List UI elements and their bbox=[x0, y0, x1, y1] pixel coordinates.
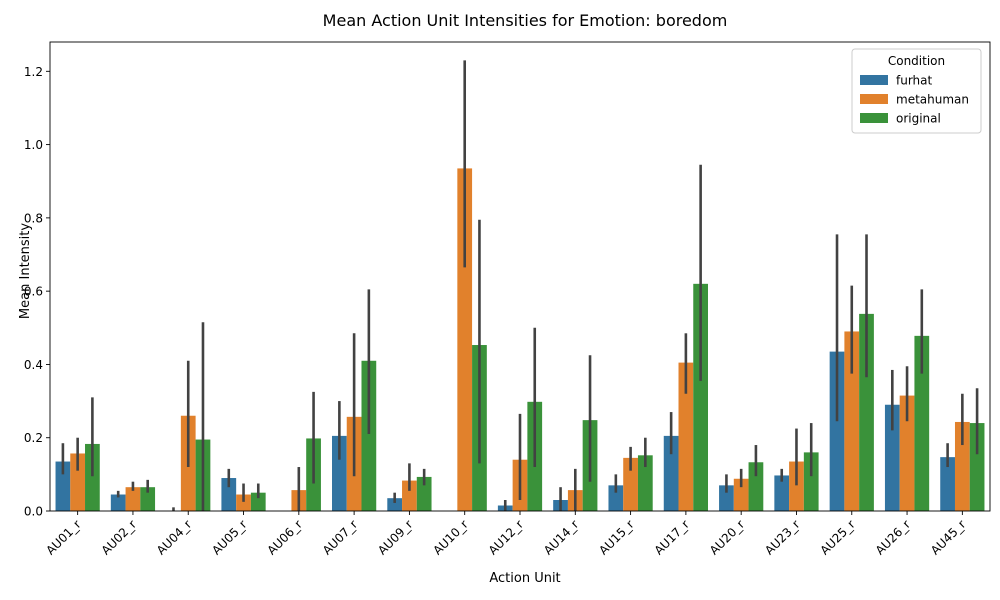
bar-furhat-AU23_r bbox=[774, 475, 790, 511]
legend-label-furhat: furhat bbox=[896, 74, 933, 88]
bar-original-AU07_r bbox=[361, 360, 377, 511]
bar-original-AU01_r bbox=[85, 443, 100, 511]
chart-title: Mean Action Unit Intensities for Emotion… bbox=[323, 11, 728, 30]
y-tick-label: 1.0 bbox=[24, 138, 43, 152]
legend: Condition furhat metahuman original bbox=[851, 48, 982, 134]
y-tick-label: 0.2 bbox=[24, 431, 43, 445]
y-tick-label: 0.0 bbox=[24, 505, 43, 519]
legend-swatch-original bbox=[860, 113, 888, 123]
plot-area bbox=[49, 41, 991, 512]
y-axis-label: Mean Intensity bbox=[18, 223, 33, 319]
y-tick-label: 0.6 bbox=[24, 285, 43, 299]
legend-swatch-metahuman bbox=[860, 94, 888, 104]
bar-furhat-AU26_r bbox=[884, 404, 900, 511]
bar-metahuman-AU02_r bbox=[125, 487, 141, 511]
y-axis: 0.0 0.2 0.4 0.6 0.8 1.0 1.2 bbox=[24, 65, 50, 519]
y-tick-label: 0.4 bbox=[24, 358, 43, 372]
bar-furhat-AU02_r bbox=[110, 494, 126, 511]
bar-metahuman-AU25_r bbox=[844, 331, 860, 511]
legend-swatch-furhat bbox=[860, 75, 888, 85]
bar-metahuman-AU45_r bbox=[954, 421, 970, 511]
bar-metahuman-AU01_r bbox=[70, 453, 86, 511]
bar-furhat-AU09_r bbox=[387, 498, 403, 511]
bar-original-AU23_r bbox=[803, 452, 819, 511]
bar-original-AU15_r bbox=[637, 455, 653, 511]
bar-original-AU25_r bbox=[859, 313, 874, 511]
bar-metahuman-AU15_r bbox=[623, 457, 638, 511]
bar-furhat-AU05_r bbox=[221, 478, 237, 511]
bar-original-AU20_r bbox=[748, 462, 764, 511]
bar-furhat-AU45_r bbox=[940, 457, 955, 511]
bar-metahuman-AU26_r bbox=[899, 395, 915, 511]
bar-metahuman-AU05_r bbox=[236, 494, 251, 511]
bar-furhat-AU01_r bbox=[55, 461, 71, 511]
bar-metahuman-AU10_r bbox=[457, 168, 473, 511]
bar-metahuman-AU23_r bbox=[789, 461, 804, 511]
y-tick-label: 0.8 bbox=[24, 211, 43, 225]
bar-metahuman-AU09_r bbox=[402, 480, 417, 511]
y-tick-label: 1.2 bbox=[24, 65, 43, 79]
bar-original-AU05_r bbox=[250, 492, 266, 511]
bar-furhat-AU07_r bbox=[332, 435, 347, 511]
legend-title: Condition bbox=[888, 54, 945, 68]
bar-original-AU09_r bbox=[416, 476, 432, 511]
bar-furhat-AU20_r bbox=[719, 485, 734, 511]
bar-original-AU02_r bbox=[140, 487, 156, 511]
x-axis-label: Action Unit bbox=[489, 571, 560, 586]
bar-furhat-AU15_r bbox=[608, 485, 624, 511]
legend-label-metahuman: metahuman bbox=[896, 93, 969, 107]
bar-original-AU45_r bbox=[969, 423, 985, 511]
bar-furhat-AU25_r bbox=[829, 351, 845, 511]
bar-furhat-AU17_r bbox=[663, 435, 679, 511]
bar-metahuman-AU20_r bbox=[733, 478, 749, 511]
bar-original-AU26_r bbox=[914, 335, 930, 511]
bar-original-AU17_r bbox=[693, 283, 708, 511]
bar-metahuman-AU17_r bbox=[678, 362, 694, 511]
legend-label-original: original bbox=[896, 112, 941, 126]
legend-box bbox=[851, 48, 982, 134]
